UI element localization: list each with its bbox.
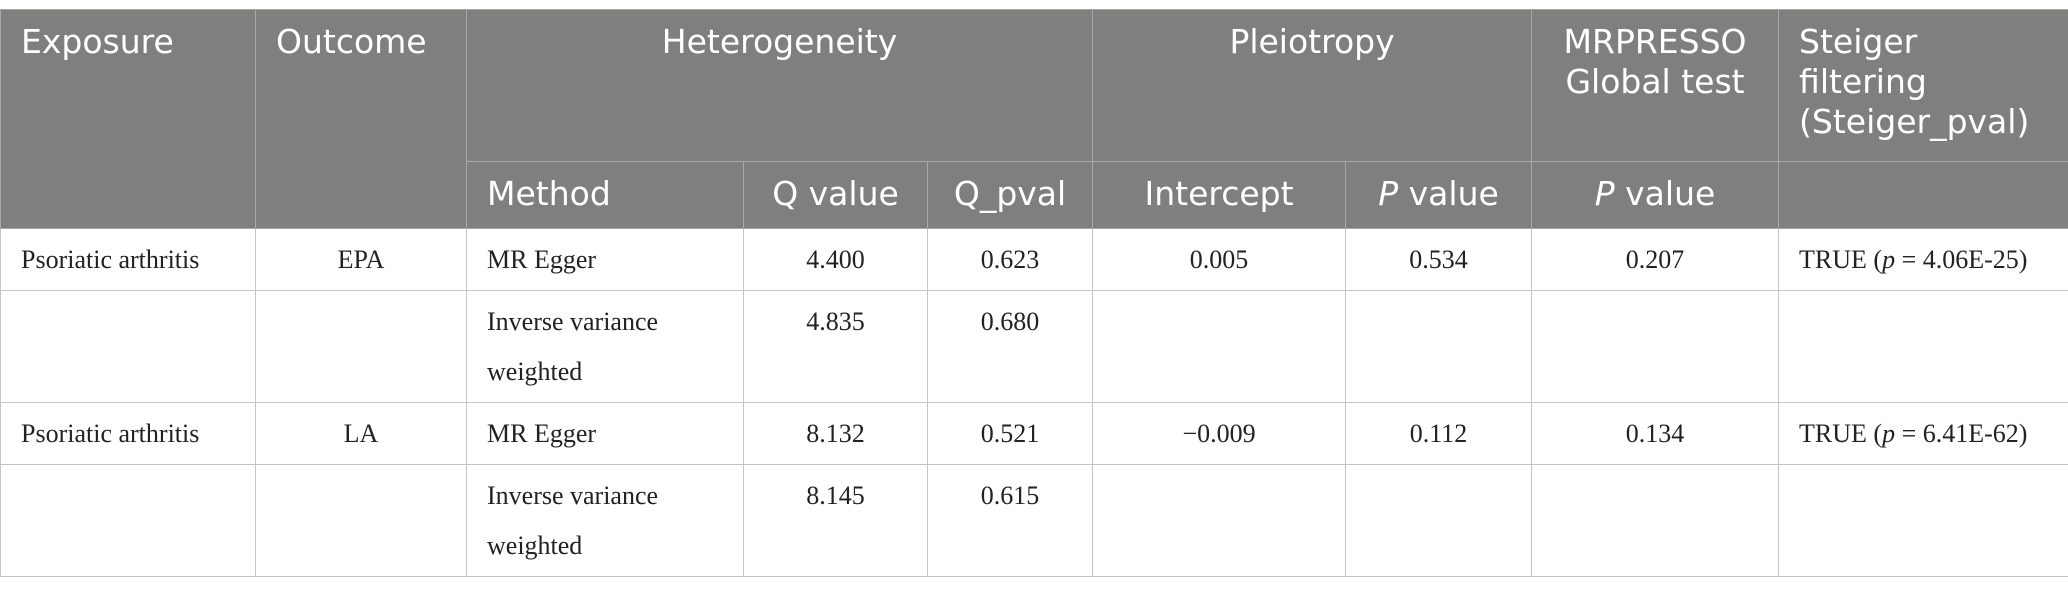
header-row: Method Q value Q_pval Intercept P value P val…	[1, 161, 2068, 229]
table-cell	[1345, 290, 1533, 403]
table-cell	[1778, 290, 2068, 403]
table-row: Inverse variance weighted 8.145 0.615	[0, 464, 2068, 577]
table-cell: 0.112	[1345, 402, 1533, 465]
cell-text: Psoriatic arthritis	[21, 245, 200, 274]
cell-text: EPA	[337, 245, 385, 274]
table-cell: 0.207	[1531, 228, 1780, 291]
table-cell	[0, 290, 256, 403]
cell-text: Inverse variance weighted	[487, 481, 659, 560]
header-cell: Intercept	[1092, 161, 1347, 229]
table-cell: 0.005	[1092, 228, 1347, 291]
table-cell	[1092, 464, 1347, 577]
table-cell: 0.534	[1345, 228, 1533, 291]
cell-text: 0.521	[980, 419, 1040, 448]
table-cell: 8.132	[743, 402, 928, 465]
header-cell: P value	[1345, 161, 1533, 229]
table-cell: MR Egger	[466, 402, 744, 465]
cell-text: −0.009	[1182, 419, 1256, 448]
table-row: Psoriatic arthritis EPA MR Egger 4.400 0.623…	[0, 228, 2068, 291]
table-cell: −0.009	[1092, 402, 1347, 465]
table-cell	[255, 290, 467, 403]
table-cell	[255, 464, 467, 577]
header-cell: Method	[466, 161, 744, 229]
table-cell: 0.615	[926, 464, 1094, 577]
cell-text: p	[1882, 245, 1896, 274]
table-cell: Psoriatic arthritis	[0, 228, 256, 291]
cell-text: 0.005	[1189, 245, 1249, 274]
table-cell: 0.134	[1531, 402, 1780, 465]
table-cell: Psoriatic arthritis	[0, 402, 256, 465]
cell-text: MR Egger	[487, 419, 597, 448]
cell-text: MR Egger	[487, 245, 597, 274]
cell-text: Inverse variance weighted	[487, 307, 659, 386]
header-cell: Q_pval	[926, 161, 1094, 229]
header-cell: Q value	[743, 161, 928, 229]
table-cell: EPA	[255, 228, 467, 291]
header-cell: P value	[1531, 161, 1780, 229]
table-cell: 8.145	[743, 464, 928, 577]
header-cell	[1778, 161, 2068, 229]
cell-text: p	[1882, 419, 1896, 448]
table-body: Psoriatic arthritis EPA MR Egger 4.400 0.623…	[0, 228, 2068, 577]
header-text: P value	[1378, 174, 1499, 213]
header-cell: MRPRESSO Global test	[1531, 9, 1780, 162]
results-table: Exposure Outcome Heterogeneity Pleiotropy MR…	[0, 9, 2068, 577]
cell-text: 0.623	[980, 245, 1040, 274]
table-cell: 0.623	[926, 228, 1094, 291]
table-cell: 4.400	[743, 228, 928, 291]
header-cell: Steiger filtering (Steiger_pval)	[1778, 9, 2068, 162]
cell-text: TRUE (	[1799, 245, 1883, 274]
cell-text: 0.534	[1409, 245, 1468, 274]
cell-text: 4.400	[806, 245, 865, 274]
cell-text: 0.112	[1409, 419, 1468, 448]
table-cell: Inverse variance weighted	[466, 464, 744, 577]
table-cell	[1531, 464, 1780, 577]
table-row: Inverse variance weighted 4.835 0.680	[0, 290, 2068, 403]
header-cell: Heterogeneity	[465, 9, 1094, 162]
cell-text: Psoriatic arthritis	[21, 419, 200, 448]
header-row: Exposure Outcome Heterogeneity Pleiotropy MR…	[0, 9, 2068, 229]
header-cell: Pleiotropy	[1092, 9, 1533, 162]
table-cell: 4.835	[743, 290, 928, 403]
table-cell	[1531, 290, 1780, 403]
header-text: Method	[487, 174, 611, 213]
cell-text: TRUE (	[1799, 419, 1883, 448]
cell-text: 0.207	[1625, 245, 1685, 274]
header-cell: Outcome	[255, 9, 467, 229]
cell-text: 0.615	[980, 481, 1040, 510]
table-cell	[1092, 290, 1347, 403]
table-cell	[0, 464, 256, 577]
header-text: Q_pval	[953, 174, 1067, 213]
cell-text: = 4.06E-25)	[1895, 245, 2028, 274]
table-cell	[1345, 464, 1533, 577]
table-cell: Inverse variance weighted	[466, 290, 744, 403]
header-cell: Exposure	[0, 9, 256, 229]
table-row: Psoriatic arthritis LA MR Egger 8.132 0.521 −…	[0, 402, 2068, 465]
header-text: Intercept	[1144, 174, 1294, 213]
table-cell: 0.680	[926, 290, 1094, 403]
cell-text: 4.835	[806, 307, 865, 336]
table-cell: TRUE (p = 4.06E-25)	[1778, 228, 2068, 291]
cell-text: 8.145	[806, 481, 865, 510]
header-text: P value	[1594, 174, 1716, 213]
cell-text: 0.134	[1625, 419, 1685, 448]
table-cell: MR Egger	[466, 228, 744, 291]
cell-text: = 6.41E-62)	[1895, 419, 2028, 448]
table-cell	[1778, 464, 2068, 577]
cell-text: 0.680	[980, 307, 1040, 336]
cell-text: LA	[343, 419, 379, 448]
header-text: Q value	[772, 174, 899, 213]
table-cell: LA	[255, 402, 467, 465]
table-cell: 0.521	[926, 402, 1094, 465]
cell-text: 8.132	[806, 419, 865, 448]
table-cell: TRUE (p = 6.41E-62)	[1778, 402, 2068, 465]
